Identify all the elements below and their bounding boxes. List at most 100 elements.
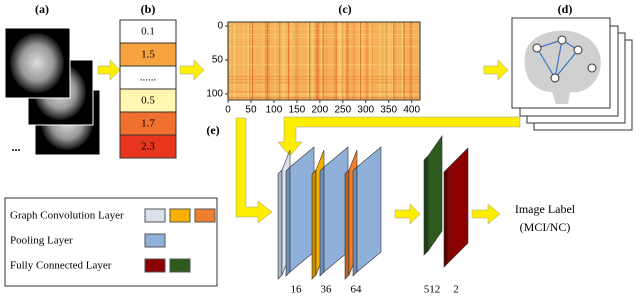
- arrow: [277, 116, 521, 157]
- heatmap-frame: [227, 21, 421, 101]
- heatmap-stripe: [315, 22, 317, 100]
- heatmap-row: [228, 91, 420, 93]
- x-tick-label: 200: [312, 105, 329, 116]
- heatmap-stripe: [318, 22, 320, 100]
- x-tick-label: 300: [357, 105, 374, 116]
- layer-face: [427, 135, 443, 252]
- legend-swatch: [144, 208, 166, 223]
- feature-value: 1.5: [141, 49, 155, 61]
- heatmap-stripe: [394, 22, 396, 100]
- feature-value: 1.7: [141, 118, 155, 130]
- heatmap-row: [228, 76, 420, 78]
- feature-value: 0.1: [141, 26, 155, 38]
- y-tick-label: 0: [217, 21, 223, 32]
- heatmap-stripe: [339, 22, 341, 100]
- heatmap-stripe: [388, 22, 390, 100]
- heatmap-stripe: [409, 22, 411, 100]
- network: [277, 135, 469, 280]
- heatmap-stripe: [325, 22, 327, 100]
- heatmap-stripe: [289, 22, 291, 100]
- heatmap-stripe: [361, 22, 363, 100]
- legend-text: Pooling Layer: [10, 235, 73, 247]
- layer-side: [352, 166, 358, 277]
- layer-face: [323, 146, 349, 273]
- heatmap-stripe: [262, 22, 264, 100]
- heatmap-stripe: [411, 22, 413, 100]
- heatmap-stripe: [340, 22, 342, 100]
- feature-value: 2.3: [141, 141, 155, 153]
- heatmap-row: [228, 79, 420, 81]
- x-tick-label: 350: [380, 105, 397, 116]
- heatmap-stripe: [243, 22, 245, 100]
- heatmap-stripe: [379, 22, 381, 100]
- arrow: [394, 203, 421, 225]
- legend-swatch: [144, 258, 166, 273]
- x-tick-label: 400: [403, 105, 420, 116]
- y-tick-label: 50: [212, 55, 224, 66]
- heatmap-stripe: [265, 22, 267, 100]
- heatmap-stripe: [295, 22, 297, 100]
- layer-size: 16: [291, 284, 303, 296]
- heatmap-stripe: [309, 22, 311, 100]
- arrow: [471, 203, 501, 225]
- heatmap-stripe: [316, 22, 318, 100]
- heatmap-stripe: [393, 22, 395, 100]
- feature-cell: [119, 134, 177, 159]
- x-tick-label: 150: [289, 105, 306, 116]
- heatmap-stripe: [297, 22, 299, 100]
- heatmap-stripe: [336, 22, 338, 100]
- heatmap-stripe: [372, 22, 374, 100]
- heatmap-stripe: [403, 22, 405, 100]
- heatmap-stripe: [249, 22, 251, 100]
- heatmap-stripe: [348, 22, 350, 100]
- legend-swatch: [169, 208, 191, 223]
- layer-side: [423, 155, 429, 256]
- x-tick-label: 50: [245, 105, 257, 116]
- heatmap-stripe: [307, 22, 309, 100]
- feature-value: 0.5: [141, 95, 155, 107]
- heatmap-stripe: [358, 22, 360, 100]
- output-label: (MCI/NC): [520, 220, 571, 234]
- heatmap-stripe: [402, 22, 404, 100]
- layer-size: 36: [321, 284, 333, 296]
- layer-face: [289, 146, 315, 273]
- heatmap-stripe: [274, 22, 276, 100]
- layer-size: 512: [424, 284, 441, 296]
- heatmap-stripe: [354, 22, 356, 100]
- layer-side: [285, 166, 291, 277]
- legend-text: Fully Connected Layer: [10, 260, 112, 272]
- heatmap-stripe: [369, 22, 371, 100]
- heatmap-stripe: [385, 22, 387, 100]
- panel-label: (c): [338, 2, 351, 16]
- heatmap-stripe: [228, 22, 230, 100]
- heatmap-stripe: [321, 22, 323, 100]
- layer-face: [447, 147, 469, 264]
- heatmap-stripe: [352, 22, 354, 100]
- legend-swatch: [144, 233, 166, 248]
- heatmap-stripe: [384, 22, 386, 100]
- heatmap-stripe: [366, 22, 368, 100]
- brain-shape: [10, 33, 64, 93]
- arrow: [235, 117, 273, 224]
- output-label: Image Label: [515, 202, 576, 216]
- heatmap-bg: [228, 22, 420, 100]
- heatmap-row: [228, 37, 420, 39]
- heatmap-row: [228, 64, 420, 66]
- heatmap-stripe: [343, 22, 345, 100]
- layer-side: [311, 169, 317, 280]
- layer-size: 2: [453, 284, 459, 296]
- feature-value: ......: [140, 72, 157, 84]
- heatmap-stripe: [229, 22, 231, 100]
- legend-swatch: [169, 258, 191, 273]
- arrow: [483, 59, 509, 81]
- legend-swatch: [194, 208, 216, 223]
- heatmap-stripe: [391, 22, 393, 100]
- panel-label: (a): [35, 2, 49, 16]
- heatmap-stripe: [283, 22, 285, 100]
- heatmap-row: [228, 94, 420, 96]
- heatmap-stripe: [322, 22, 324, 100]
- heatmap-row: [228, 34, 420, 36]
- y-tick-label: 100: [206, 89, 223, 100]
